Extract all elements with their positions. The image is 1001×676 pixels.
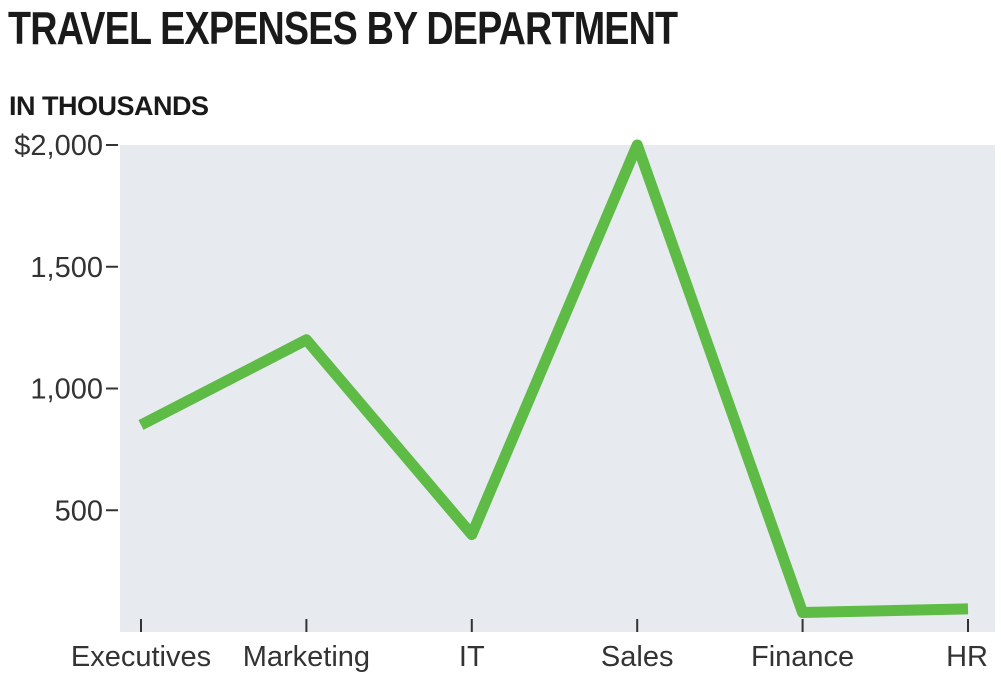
x-tick-label: IT: [459, 641, 485, 673]
x-tick-label: Executives: [71, 641, 211, 673]
y-tick-label: 1,500: [30, 252, 103, 284]
x-tick-label: Marketing: [243, 641, 370, 673]
series-line: [138, 139, 969, 619]
x-tick-label: HR: [946, 641, 988, 673]
series-layer: [138, 139, 969, 619]
chart-subtitle: IN THOUSANDS: [9, 91, 209, 121]
x-tick-label: Sales: [601, 641, 674, 673]
plot-background: [120, 145, 995, 632]
y-tick-label: $2,000: [14, 130, 103, 162]
x-axis: Executives Marketing IT Sales Finance HR: [71, 619, 988, 673]
y-axis: 500 1,000 1,500 $2,000: [14, 130, 118, 527]
x-tick-label: Finance: [751, 641, 854, 673]
y-tick-label: 500: [55, 495, 103, 527]
chart-title: TRAVEL EXPENSES BY DEPARTMENT: [8, 2, 678, 54]
y-tick-label: 1,000: [30, 374, 103, 406]
